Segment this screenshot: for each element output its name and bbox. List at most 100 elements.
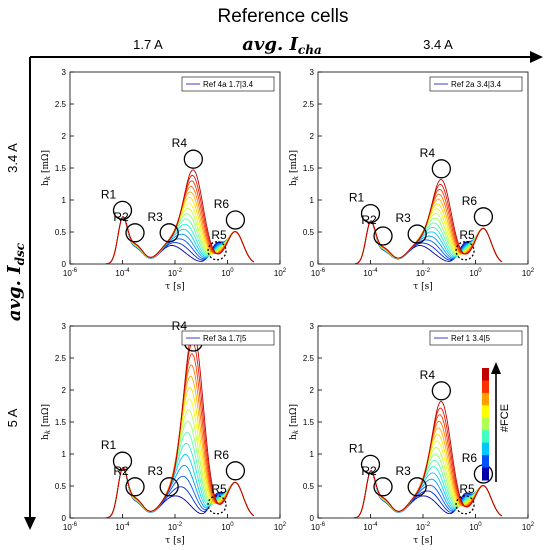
peak-marker-r4 <box>431 159 451 179</box>
peak-marker-r5 <box>207 241 227 261</box>
panel-2: 0 0.5 1 1.5 2 2.5 3 10-6 10-4 10-2 100 102 τ [s] hk [… <box>289 68 535 292</box>
peak-marker-r5 <box>207 495 227 515</box>
peak-marker-r6 <box>225 461 246 481</box>
y-tick-label: 2.5 <box>303 354 315 363</box>
peak-label-r1: R1 <box>101 438 117 452</box>
x-axis-label: τ [s] <box>165 536 184 546</box>
peak-label-r2: R2 <box>361 464 377 478</box>
left-axis-label-sub: dsc <box>13 242 27 265</box>
y-tick-label: 0.5 <box>303 228 315 237</box>
legend-box <box>181 76 275 92</box>
y-axis-label: hk [mΩ] <box>289 150 300 186</box>
left-axis-row-1: 3.4 A <box>5 143 20 173</box>
colorbar-segment <box>482 430 489 444</box>
legend-box <box>429 76 523 92</box>
colorbar-segment <box>482 442 489 456</box>
legend-label: Ref 4a 1.7|3.4 <box>203 80 254 89</box>
x-tick-label: 10-4 <box>115 522 130 532</box>
y-tick-label: 3 <box>310 322 315 331</box>
colorbar-segment <box>482 392 489 406</box>
legend-box <box>181 330 275 346</box>
y-tick-label: 2.5 <box>303 100 315 109</box>
top-axis-col-2: 3.4 A <box>423 37 453 52</box>
curves-group <box>341 179 503 264</box>
left-axis-label-main: avg. <box>4 274 25 321</box>
series-line <box>93 169 255 264</box>
y-tick-label: 1 <box>310 196 315 205</box>
peak-marker-r4 <box>431 381 451 401</box>
peak-label-r3: R3 <box>148 210 164 224</box>
colorbar-label: #FCE <box>499 404 511 432</box>
y-tick-label: 1 <box>62 450 67 459</box>
y-tick-label: 1.5 <box>55 164 67 173</box>
peak-label-r6: R6 <box>214 448 230 462</box>
curves-group <box>93 169 255 264</box>
x-tick-label: 102 <box>522 268 535 278</box>
figure-title: Reference cells <box>218 6 349 27</box>
y-tick-label: 1.5 <box>55 418 67 427</box>
peak-label-r4: R4 <box>420 368 436 382</box>
peak-label-r5: R5 <box>211 482 227 496</box>
peak-label-r6: R6 <box>462 451 478 465</box>
x-tick-label: 10-4 <box>363 522 378 532</box>
peak-label-r2: R2 <box>113 464 129 478</box>
y-tick-label: 2 <box>62 386 67 395</box>
peak-marker-r4 <box>183 149 203 169</box>
colorbar-segment <box>482 455 489 469</box>
peak-marker-r2 <box>373 477 393 497</box>
x-tick-label: 10-2 <box>168 268 183 278</box>
panel-3: 0 0.5 1 1.5 2 2.5 3 10-6 10-4 10-2 100 102 τ [s] hk [… <box>41 319 287 546</box>
legend-box <box>429 330 523 346</box>
y-tick-label: 0.5 <box>55 482 67 491</box>
y-tick-label: 2.5 <box>55 100 67 109</box>
peak-marker-r2 <box>125 223 145 243</box>
peak-marker-r6 <box>225 210 246 230</box>
series-line <box>93 330 255 518</box>
x-tick-label: 102 <box>522 522 535 532</box>
peak-marker-r1 <box>112 451 133 471</box>
peak-label-r4: R4 <box>172 136 188 150</box>
peak-label-r1: R1 <box>101 187 117 201</box>
peak-marker-r3 <box>407 224 427 244</box>
top-axis-arrow <box>30 51 543 63</box>
series-line <box>341 179 503 264</box>
legend-label: Ref 2a 3.4|3.4 <box>451 80 502 89</box>
x-tick-label: 10-2 <box>168 522 183 532</box>
x-tick-label: 10-6 <box>63 268 78 278</box>
colorbar-arrowhead <box>491 362 501 374</box>
x-axis-label: τ [s] <box>413 536 432 546</box>
x-tick-label: 102 <box>274 268 287 278</box>
x-tick-label: 100 <box>221 268 234 278</box>
x-tick-label: 10-6 <box>311 522 326 532</box>
left-axis-row-2: 5 A <box>5 408 20 427</box>
peak-label-r6: R6 <box>462 194 478 208</box>
colorbar-segment <box>482 380 489 394</box>
y-tick-label: 3 <box>62 322 67 331</box>
legend-label: Ref 1 3.4|5 <box>451 334 491 343</box>
peak-marker-r6 <box>473 207 494 227</box>
y-tick-label: 1.5 <box>303 418 315 427</box>
y-axis-label: hk [mΩ] <box>41 150 52 186</box>
y-tick-label: 1.5 <box>303 164 315 173</box>
peak-label-r3: R3 <box>396 464 412 478</box>
x-tick-label: 102 <box>274 522 287 532</box>
x-tick-label: 100 <box>221 522 234 532</box>
peak-marker-r2 <box>373 226 393 246</box>
y-tick-label: 0.5 <box>303 482 315 491</box>
peak-label-r4: R4 <box>420 146 436 160</box>
top-axis-label: avg. Icha <box>242 34 321 57</box>
peak-label-r3: R3 <box>396 211 412 225</box>
peak-marker-r5 <box>455 495 475 515</box>
peak-label-r1: R1 <box>349 191 365 205</box>
curves-group <box>93 330 255 518</box>
series-line <box>341 400 503 518</box>
y-tick-label: 3 <box>310 68 315 77</box>
panel-4: 0 0.5 1 1.5 2 2.5 3 10-6 10-4 10-2 100 102 τ [s] hk [… <box>289 322 535 546</box>
colorbar <box>482 362 501 482</box>
x-tick-label: 100 <box>469 522 482 532</box>
x-tick-label: 10-4 <box>115 268 130 278</box>
x-tick-label: 10-2 <box>416 522 431 532</box>
peak-label-r5: R5 <box>211 228 227 242</box>
peak-label-r1: R1 <box>349 441 365 455</box>
x-axis-label: τ [s] <box>165 282 184 292</box>
